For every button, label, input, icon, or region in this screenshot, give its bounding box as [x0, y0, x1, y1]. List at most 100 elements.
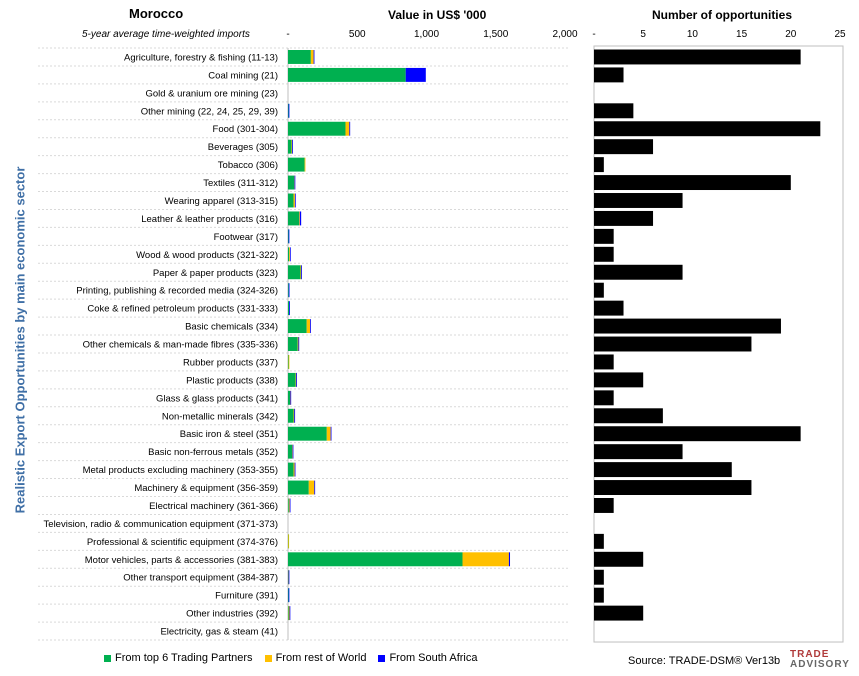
category-label: Basic chemicals (334)	[185, 322, 278, 333]
value-bar-segment	[288, 67, 406, 82]
value-bar-segment	[288, 606, 290, 621]
category-label: Footwear (317)	[214, 232, 278, 243]
category-label: Agriculture, forestry & fishing (11-13)	[124, 52, 278, 63]
value-bar-segment	[294, 462, 296, 477]
value-bar-segment	[288, 229, 290, 244]
value-bar-segment	[308, 480, 315, 495]
country-title: Morocco	[129, 6, 184, 21]
category-label: Tobacco (306)	[218, 160, 278, 171]
value-bar-segment	[288, 498, 290, 513]
value-bar-segment	[288, 498, 289, 513]
category-label: Other transport equipment (384-387)	[123, 573, 278, 584]
value-bar-segment	[288, 103, 289, 118]
opportunity-bar	[594, 587, 604, 603]
value-bar-segment	[292, 444, 294, 459]
value-bar-segment	[288, 229, 289, 244]
category-label: Other mining (22, 24, 25, 29, 39)	[141, 106, 278, 117]
value-bar-segment	[288, 265, 301, 280]
value-bar-segment	[288, 588, 290, 603]
value-bar-segment	[289, 247, 291, 262]
value-bar-segment	[288, 50, 311, 64]
trade-advisory-logo: TRADE ADVISORY	[790, 650, 850, 670]
value-bar-segment	[294, 408, 296, 423]
value-tick-label: 500	[349, 29, 366, 40]
value-bar-segment	[288, 301, 290, 316]
category-label: Leather & leather products (316)	[141, 214, 278, 225]
value-bar-segment	[299, 211, 300, 226]
category-label: Basic iron & steel (351)	[180, 429, 278, 440]
opportunity-bar	[594, 175, 791, 191]
value-bar-segment	[330, 426, 332, 441]
category-label: Wood & wood products (321-322)	[136, 250, 278, 261]
value-bar-segment	[293, 193, 295, 208]
category-label: Printing, publishing & recorded media (3…	[76, 286, 278, 297]
category-label: Television, radio & communication equipm…	[44, 519, 278, 530]
value-bar-segment	[288, 121, 346, 136]
category-label: Professional & scientific equipment (374…	[87, 537, 278, 548]
value-bar-segment	[290, 390, 292, 405]
opportunity-bar	[594, 569, 604, 585]
category-label: Plastic products (338)	[186, 375, 278, 386]
value-bar-segment	[289, 498, 291, 513]
value-bar-segment	[289, 301, 290, 316]
value-tick-label: 2,000	[552, 29, 577, 40]
category-label: Machinery & equipment (356-359)	[134, 483, 278, 494]
value-bar-segment	[288, 372, 296, 387]
opportunity-bar	[594, 533, 604, 549]
category-label: Furniture (391)	[215, 591, 278, 602]
category-label: Other chemicals & man-made fibres (335-3…	[83, 340, 278, 351]
opportunity-bar	[594, 354, 614, 370]
chart-subtitle: 5-year average time-weighted imports	[82, 29, 250, 40]
value-bar-segment	[306, 319, 311, 334]
category-label: Paper & paper products (323)	[153, 268, 278, 279]
value-bar-segment	[314, 480, 316, 495]
opportunity-bar	[594, 103, 634, 119]
value-bar-segment	[300, 265, 302, 280]
legend-item-south-africa: From South Africa	[378, 652, 477, 664]
category-label: Electricity, gas & steam (41)	[160, 627, 278, 638]
legend-label-top6: From top 6 Trading Partners	[115, 652, 253, 664]
value-bar-segment	[508, 552, 511, 567]
value-bar-segment	[297, 337, 299, 351]
opportunity-bar	[594, 408, 663, 424]
value-bar-segment	[349, 121, 351, 136]
value-tick-label: 1,500	[483, 29, 508, 40]
value-bar-segment	[293, 408, 295, 423]
value-bar-segment	[296, 372, 297, 387]
value-bar-segment	[288, 426, 327, 441]
value-chart-title: Value in US$ '000	[388, 8, 487, 22]
value-bar-segment	[294, 193, 296, 208]
opportunity-bar	[594, 336, 752, 352]
category-label: Non-metallic minerals (342)	[162, 411, 278, 422]
opportunity-bar	[594, 498, 614, 513]
value-bar-segment	[288, 606, 289, 621]
value-bar-segment	[288, 157, 305, 172]
count-tick-label: 25	[834, 29, 846, 40]
category-label: Beverages (305)	[208, 142, 278, 153]
value-bar-segment	[288, 337, 298, 351]
value-bar-segment	[288, 211, 300, 226]
value-bar-segment	[288, 444, 293, 459]
value-bar-segment	[345, 121, 350, 136]
opportunity-bar	[594, 318, 781, 334]
value-bar-segment	[288, 139, 292, 154]
opportunity-bar	[594, 246, 614, 262]
value-bar-segment	[295, 372, 297, 387]
category-label: Textiles (311-312)	[203, 178, 278, 189]
legend-label-south-africa: From South Africa	[389, 652, 478, 664]
opportunity-bar	[594, 372, 644, 388]
value-bar-segment	[299, 211, 302, 226]
value-bar-segment	[288, 193, 294, 208]
value-bar-segment	[292, 139, 293, 154]
source-note: Source: TRADE-DSM® Ver13b	[628, 655, 781, 667]
opportunity-bar	[594, 49, 801, 65]
value-bar-segment	[313, 50, 315, 64]
value-bar-segment	[288, 570, 290, 585]
value-bar-segment	[405, 67, 426, 82]
opportunity-bar	[594, 264, 683, 280]
opportunity-bar	[594, 444, 683, 460]
count-tick-label: 10	[687, 29, 699, 40]
category-label: Motor vehicles, parts & accessories (381…	[85, 555, 278, 566]
value-bar-segment	[288, 408, 294, 423]
category-label: Electrical machinery (361-366)	[149, 501, 278, 512]
